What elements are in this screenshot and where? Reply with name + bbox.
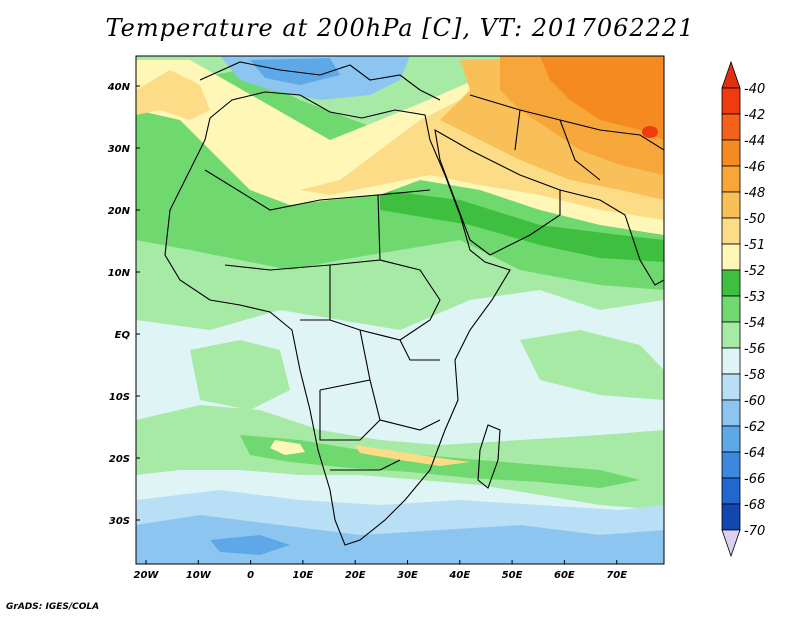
longitude-label: 20E: [345, 570, 366, 581]
colorbar-swatch: [721, 347, 741, 375]
colorbar-swatch: [721, 321, 741, 349]
longitude-label: 40E: [448, 570, 470, 581]
colorbar-label: -51: [744, 238, 765, 253]
colorbar-label: -62: [744, 420, 765, 435]
latitude-label: 10N: [108, 268, 131, 279]
colorbar-swatch: [721, 399, 741, 427]
longitude-label: 0: [247, 570, 254, 581]
colorbar-label: -54: [744, 316, 765, 331]
field-yellow-northwest: [136, 70, 210, 120]
latitude-label: 10S: [109, 392, 130, 403]
longitude-label: 70E: [606, 570, 627, 581]
colorbar-swatch: [721, 503, 741, 531]
field-red-spot: [642, 126, 658, 138]
longitude-label: 50E: [502, 570, 523, 581]
colorbar-swatch: [721, 113, 741, 141]
coastlines: [164, 61, 664, 546]
colorbar-label: -58: [744, 368, 765, 383]
latitude-label: EQ: [115, 330, 131, 341]
colorbar-swatch: [721, 477, 741, 505]
colorbar-swatch: [721, 425, 741, 453]
map-title: Temperature at 200hPa [C], VT: 201706222…: [105, 14, 695, 42]
colorbar-label: -68: [744, 498, 765, 513]
longitude-label: 60E: [554, 570, 575, 581]
colorbar-label: -52: [744, 264, 765, 279]
europe-coastline: [199, 61, 441, 101]
latitude-label: 20S: [109, 454, 130, 465]
madagascar-coastline: [477, 424, 501, 489]
colorbar: -40 -42 -44 -46 -48 -50 -51 -52 -53 -54 -56 -58 -60 -…: [721, 60, 765, 558]
field-green-light-mid-2: [520, 330, 664, 400]
latitude-label: 20N: [108, 206, 131, 217]
colorbar-swatch: [721, 295, 741, 323]
colorbar-swatch: [721, 191, 741, 219]
colorbar-bottom-arrow: [721, 529, 741, 558]
field-yellow-south-2: [270, 440, 305, 455]
colorbar-swatch: [721, 373, 741, 401]
longitude-label: 10W: [186, 570, 212, 581]
latitude-labels: 40N 30N 20N 10N EQ 10S 20S 30S: [107, 82, 140, 527]
colorbar-label: -46: [744, 160, 765, 175]
colorbar-swatch: [721, 217, 741, 245]
colorbar-label: -56: [744, 342, 765, 357]
field-blue-mid-south: [210, 535, 290, 555]
colorbar-label: -60: [744, 394, 765, 409]
colorbar-top-arrow: [721, 60, 741, 89]
colorbar-swatch: [721, 269, 741, 297]
latitude-label: 30S: [109, 516, 130, 527]
field-orange-dark: [540, 56, 664, 140]
colorbar-swatch: [721, 139, 741, 167]
colorbar-label: -48: [744, 186, 765, 201]
colorbar-label: -44: [744, 134, 765, 149]
colorbar-label: -50: [744, 212, 765, 227]
field-blue-light-south: [136, 490, 664, 535]
temperature-field: [136, 56, 664, 564]
longitude-label: 30E: [397, 570, 418, 581]
asia-coastline: [559, 189, 664, 286]
longitude-label: 10E: [293, 570, 314, 581]
colorbar-label: -64: [744, 446, 765, 461]
field-green-dark-north: [380, 190, 664, 262]
arabia-coastline: [434, 128, 561, 256]
colorbar-swatch: [721, 243, 741, 271]
map-frame: [135, 55, 665, 565]
longitude-labels: 20W 10W 0 10E 20E 30E 40E 50E 60E 70E: [134, 560, 627, 581]
colorbar-swatch: [721, 451, 741, 479]
colorbar-label: -70: [744, 524, 765, 539]
colorbar-label: -66: [744, 472, 765, 487]
africa-coastline: [164, 91, 511, 546]
latitude-label: 30N: [108, 144, 131, 155]
longitude-label: 20W: [134, 570, 160, 581]
asia-borders: [469, 94, 664, 181]
field-yellow-south: [355, 445, 470, 466]
field-green-light-mid: [190, 340, 290, 410]
colorbar-swatch: [721, 165, 741, 193]
latitude-label: 40N: [107, 82, 131, 93]
colorbar-label: -40: [744, 82, 765, 97]
colorbar-swatch: [721, 87, 741, 115]
credit-text: GrADS: IGES/COLA: [6, 602, 100, 612]
colorbar-label: -53: [744, 290, 765, 305]
africa-borders: [204, 169, 441, 471]
colorbar-label: -42: [744, 108, 765, 123]
